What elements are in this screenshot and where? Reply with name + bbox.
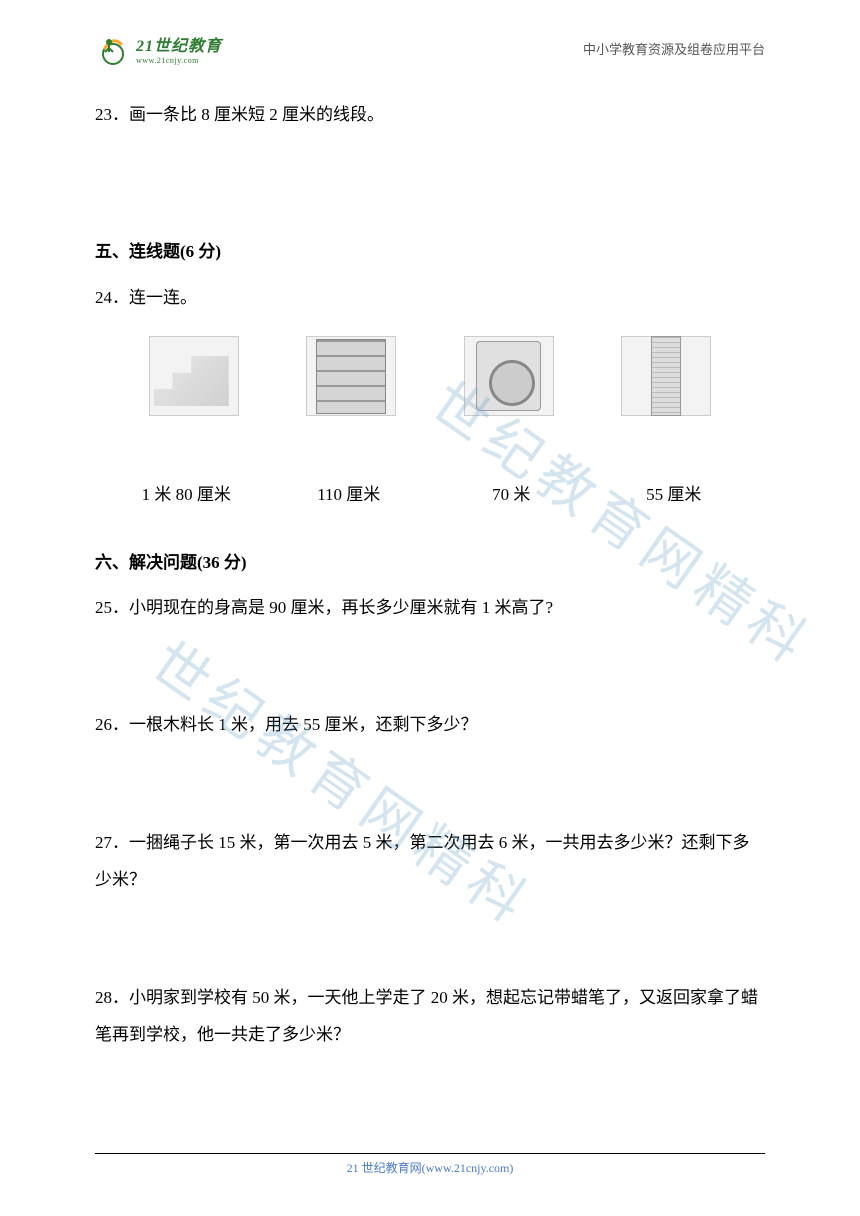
washer-image bbox=[464, 336, 554, 416]
label-2: 110 厘米 bbox=[289, 476, 409, 513]
question-28: 28．小明家到学校有 50 米，一天他上学走了 20 米，想起忘记带蜡笔了，又返… bbox=[95, 979, 765, 1054]
question-24: 24．连一连。 bbox=[95, 279, 765, 316]
page-footer: 21 世纪教育网(www.21cnjy.com) bbox=[0, 1153, 860, 1176]
match-item-bookshelf bbox=[306, 336, 396, 416]
label-3: 70 米 bbox=[451, 476, 571, 513]
footer-text: 21 世纪教育网(www.21cnjy.com) bbox=[347, 1161, 514, 1175]
q24-text: 连一连。 bbox=[129, 288, 197, 307]
match-item-building bbox=[621, 336, 711, 416]
q27-number: 27． bbox=[95, 833, 129, 852]
q28-text: 小明家到学校有 50 米，一天他上学走了 20 米，想起忘记带蜡笔了，又返回家拿… bbox=[95, 988, 758, 1044]
section-6-title: 六、解决问题(36 分) bbox=[95, 544, 765, 581]
logo-text-url: www.21cnjy.com bbox=[136, 56, 222, 65]
question-23: 23．画一条比 8 厘米短 2 厘米的线段。 bbox=[95, 96, 765, 133]
header-right-text: 中小学教育资源及组卷应用平台 bbox=[583, 39, 765, 58]
question-25: 25．小明现在的身高是 90 厘米，再长多少厘米就有 1 米高了? bbox=[95, 589, 765, 626]
logo-text-cn: 21世纪教育 bbox=[136, 32, 222, 56]
footer-line bbox=[95, 1153, 765, 1154]
match-images-row bbox=[95, 336, 765, 416]
logo-icon bbox=[95, 30, 131, 66]
match-item-stairs bbox=[149, 336, 239, 416]
q26-text: 一根木料长 1 米，用去 55 厘米，还剩下多少？ bbox=[129, 715, 478, 734]
q23-text: 画一条比 8 厘米短 2 厘米的线段。 bbox=[129, 105, 384, 124]
bookshelf-image bbox=[306, 336, 396, 416]
question-27: 27．一捆绳子长 15 米，第一次用去 5 米，第二次用去 6 米，一共用去多少… bbox=[95, 824, 765, 899]
q28-number: 28． bbox=[95, 988, 129, 1007]
page-header: 21世纪教育 www.21cnjy.com 中小学教育资源及组卷应用平台 bbox=[0, 0, 860, 76]
q23-number: 23． bbox=[95, 105, 129, 124]
question-26: 26．一根木料长 1 米，用去 55 厘米，还剩下多少？ bbox=[95, 706, 765, 743]
match-labels-row: 1 米 80 厘米 110 厘米 70 米 55 厘米 bbox=[95, 476, 765, 513]
q27-text: 一捆绳子长 15 米，第一次用去 5 米，第二次用去 6 米，一共用去多少米？还… bbox=[95, 833, 750, 889]
label-1: 1 米 80 厘米 bbox=[126, 476, 246, 513]
q25-number: 25． bbox=[95, 598, 129, 617]
q25-text: 小明现在的身高是 90 厘米，再长多少厘米就有 1 米高了? bbox=[129, 598, 553, 617]
section-5-title: 五、连线题(6 分) bbox=[95, 233, 765, 270]
stairs-image bbox=[149, 336, 239, 416]
logo-text-group: 21世纪教育 www.21cnjy.com bbox=[136, 32, 222, 65]
logo-area: 21世纪教育 www.21cnjy.com bbox=[95, 30, 222, 66]
q24-number: 24． bbox=[95, 288, 129, 307]
label-4: 55 厘米 bbox=[614, 476, 734, 513]
building-image bbox=[621, 336, 711, 416]
q26-number: 26． bbox=[95, 715, 129, 734]
match-item-washer bbox=[464, 336, 554, 416]
content-area: 23．画一条比 8 厘米短 2 厘米的线段。 五、连线题(6 分) 24．连一连… bbox=[0, 76, 860, 1053]
